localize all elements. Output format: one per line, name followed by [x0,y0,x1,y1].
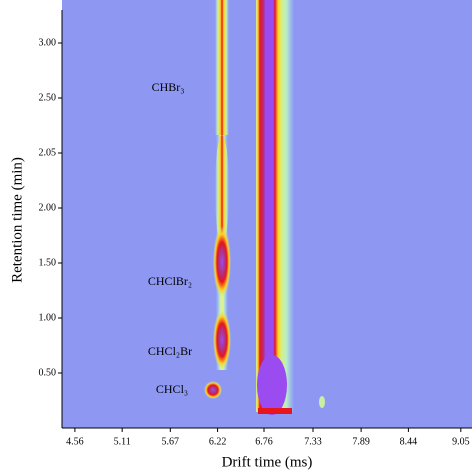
x-tick-label: 7.33 [304,436,322,447]
y-tick-label: 3.00 [39,37,57,48]
x-tick-label: 4.56 [66,436,84,447]
y-tick-label: 2.05 [39,147,57,158]
y-tick-label: 1.50 [39,257,57,268]
reactant-peak-base [257,355,287,415]
x-tick-label: 5.11 [114,436,131,447]
streak [215,0,229,135]
x-tick-label: 7.89 [352,436,370,447]
blob [215,135,229,245]
annotation: CHBr₃ [152,80,185,94]
annotation: CHCl₃ [156,382,188,396]
blob [213,310,231,370]
speck [319,396,325,408]
reactant-peak [256,0,294,412]
y-tick-label: 2.50 [39,92,57,103]
y-tick-label: 0.50 [39,367,57,378]
y-tick-label: 1.00 [39,312,57,323]
x-tick-label: 6.76 [255,436,273,447]
blob [213,226,231,298]
heatmap-features [204,0,325,415]
reactant-peak-base [258,408,292,414]
x-tick-label: 5.67 [162,436,180,447]
x-tick-label: 9.05 [452,436,470,447]
y-tick-label: 2.00 [39,202,57,213]
x-tick-label: 8.44 [400,436,418,447]
blob [204,381,222,399]
annotation: CHClBr₂ [148,274,192,288]
annotation: CHCl₂Br [148,344,192,358]
y-axis-title: Retention time (min) [9,157,25,283]
x-axis-title: Drift time (ms) [222,454,313,470]
x-tick-label: 6.22 [209,436,227,447]
